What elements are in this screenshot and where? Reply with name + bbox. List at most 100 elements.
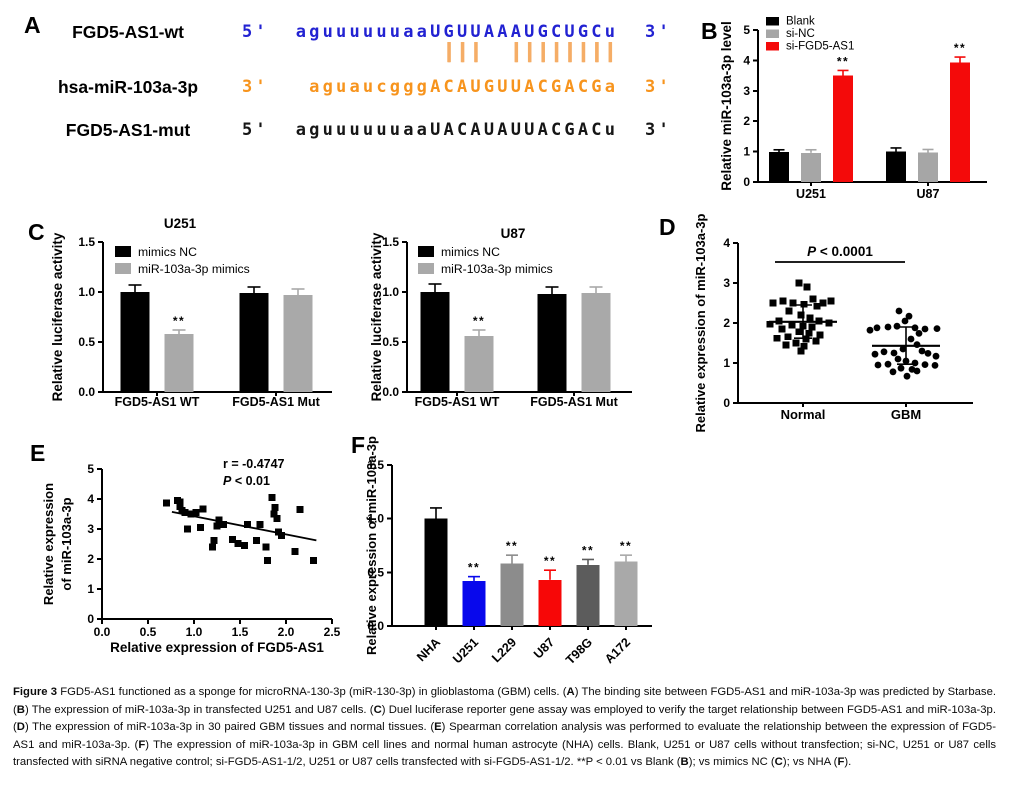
svg-text:1.0: 1.0: [382, 285, 399, 299]
svg-text:4: 4: [743, 53, 750, 67]
svg-text:mimics NC: mimics NC: [441, 245, 500, 259]
svg-text:of miR-103a-3p: of miR-103a-3p: [59, 497, 74, 590]
svg-text:**: **: [544, 554, 556, 568]
svg-text:**: **: [506, 539, 518, 553]
svg-text:NHA: NHA: [414, 635, 443, 664]
sequence-name-mir: hsa-miR-103a-3p: [57, 77, 199, 97]
svg-text:0.0: 0.0: [382, 385, 399, 399]
svg-text:si-FGD5-AS1: si-FGD5-AS1: [786, 41, 854, 53]
svg-text:2.0: 2.0: [278, 625, 295, 639]
svg-text:P < 0.01: P < 0.01: [223, 474, 270, 488]
svg-text:**: **: [173, 314, 185, 328]
sequence-mir: 3' aguaucgggACAUGUUACGACGa 3': [242, 77, 672, 97]
svg-text:0.5: 0.5: [78, 335, 95, 349]
svg-text:P < 0.0001: P < 0.0001: [807, 244, 873, 259]
svg-text:U251: U251: [450, 635, 481, 666]
svg-text:si-NC: si-NC: [786, 28, 815, 40]
svg-text:Relative luciferase activity: Relative luciferase activity: [50, 232, 65, 401]
svg-text:GBM: GBM: [891, 407, 921, 422]
sequence-name-wt: FGD5-AS1-wt: [72, 22, 184, 42]
svg-text:4: 4: [723, 236, 730, 250]
svg-text:0: 0: [723, 396, 730, 410]
svg-text:2.5: 2.5: [324, 625, 341, 639]
figure-caption: Figure 3 FGD5-AS1 functioned as a sponge…: [13, 686, 996, 769]
svg-text:1.5: 1.5: [382, 235, 399, 249]
svg-text:U251: U251: [164, 216, 197, 231]
svg-text:**: **: [582, 543, 594, 557]
svg-text:**: **: [837, 54, 849, 68]
svg-text:**: **: [473, 314, 485, 328]
panel-label-b: B: [701, 18, 718, 44]
svg-text:Blank: Blank: [786, 16, 815, 28]
svg-text:Relative luciferase activity: Relative luciferase activity: [369, 232, 384, 401]
svg-text:Relative miR-103a-3p level: Relative miR-103a-3p level: [719, 21, 734, 191]
svg-text:1.0: 1.0: [367, 512, 384, 526]
svg-text:1: 1: [723, 356, 730, 370]
svg-text:miR-103a-3p mimics: miR-103a-3p mimics: [441, 262, 553, 276]
svg-text:1.5: 1.5: [232, 625, 249, 639]
svg-text:2: 2: [743, 114, 750, 128]
svg-text:**: **: [954, 41, 966, 55]
svg-text:5: 5: [743, 23, 750, 37]
svg-text:0.5: 0.5: [140, 625, 157, 639]
sequence-wt: 5' aguuuuuuaaUGUUAAAUGCUGCu 3': [242, 22, 672, 42]
svg-text:Normal: Normal: [781, 407, 826, 422]
svg-text:U87: U87: [501, 226, 526, 241]
panel-a-binding-site: FGD5-AS1-wt 5' aguuuuuuaaUGUUAAAUGCUGCu …: [0, 0, 700, 170]
svg-text:miR-103a-3p mimics: miR-103a-3p mimics: [138, 262, 250, 276]
panel-label-a: A: [24, 12, 41, 38]
svg-text:**: **: [620, 539, 632, 553]
svg-text:Relative expression of FGD5-AS: Relative expression of FGD5-AS1: [110, 640, 324, 655]
svg-text:1: 1: [743, 145, 750, 159]
svg-text:1: 1: [87, 582, 94, 596]
panel-label-c: C: [28, 219, 45, 245]
svg-text:0.5: 0.5: [382, 335, 399, 349]
svg-text:3: 3: [87, 522, 94, 536]
svg-text:1.0: 1.0: [78, 285, 95, 299]
panel-label-d: D: [659, 214, 676, 240]
chart-b-mir-103a-3p-level: 0 1 2 3 4 5 Relative miR-103a-3p level U251 U87 *…: [719, 16, 987, 201]
svg-text:2: 2: [87, 552, 94, 566]
svg-text:U87: U87: [531, 635, 557, 661]
svg-text:U251: U251: [796, 187, 826, 201]
svg-text:FGD5-AS1 WT: FGD5-AS1 WT: [415, 395, 500, 409]
svg-text:0.5: 0.5: [367, 565, 384, 579]
svg-text:0: 0: [743, 175, 750, 189]
svg-text:0.0: 0.0: [78, 385, 95, 399]
base-pairing-bars: ┃┃┃ ┃┃┃┃┃┃┃┃: [242, 43, 619, 63]
svg-text:FGD5-AS1 Mut: FGD5-AS1 Mut: [232, 395, 320, 409]
svg-text:mimics NC: mimics NC: [138, 245, 197, 259]
svg-text:5: 5: [87, 462, 94, 476]
svg-text:Relative expression of miR-103: Relative expression of miR-103a-3p: [364, 436, 379, 655]
svg-text:Relative expression: Relative expression: [41, 483, 56, 605]
svg-text:2: 2: [723, 316, 730, 330]
svg-text:3: 3: [723, 276, 730, 290]
sequence-name-mut: FGD5-AS1-mut: [65, 120, 191, 140]
svg-text:FGD5-AS1 Mut: FGD5-AS1 Mut: [530, 395, 618, 409]
svg-text:0: 0: [87, 612, 94, 626]
panel-label-f: F: [351, 432, 366, 458]
svg-text:T98G: T98G: [563, 635, 595, 667]
svg-text:1.0: 1.0: [186, 625, 203, 639]
chart-c-luciferase-u251: 0.0 0.5 1.0 1.5 Relative luciferase activity…: [50, 216, 332, 409]
chart-d-normal-vs-gbm-scatter: 0 1 2 3 4 Relative expression of miR-103a-3p N…: [693, 213, 973, 432]
svg-text:0.0: 0.0: [94, 625, 111, 639]
svg-text:4: 4: [87, 492, 94, 506]
svg-text:U87: U87: [917, 187, 940, 201]
svg-text:r = -0.4747: r = -0.4747: [223, 457, 285, 471]
svg-text:FGD5-AS1 WT: FGD5-AS1 WT: [115, 395, 200, 409]
panel-label-e: E: [30, 440, 46, 466]
svg-text:3: 3: [743, 84, 750, 98]
svg-text:A172: A172: [602, 635, 633, 666]
svg-text:1.5: 1.5: [367, 458, 384, 472]
svg-text:1.5: 1.5: [78, 235, 95, 249]
svg-text:Relative expression of miR-103: Relative expression of miR-103a-3p: [693, 213, 708, 432]
svg-text:L229: L229: [489, 635, 519, 665]
svg-text:**: **: [468, 561, 480, 575]
sequence-mut: 5' aguuuuuuaaUACAUAUUACGACu 3': [242, 120, 672, 140]
svg-text:0.0: 0.0: [367, 619, 384, 633]
